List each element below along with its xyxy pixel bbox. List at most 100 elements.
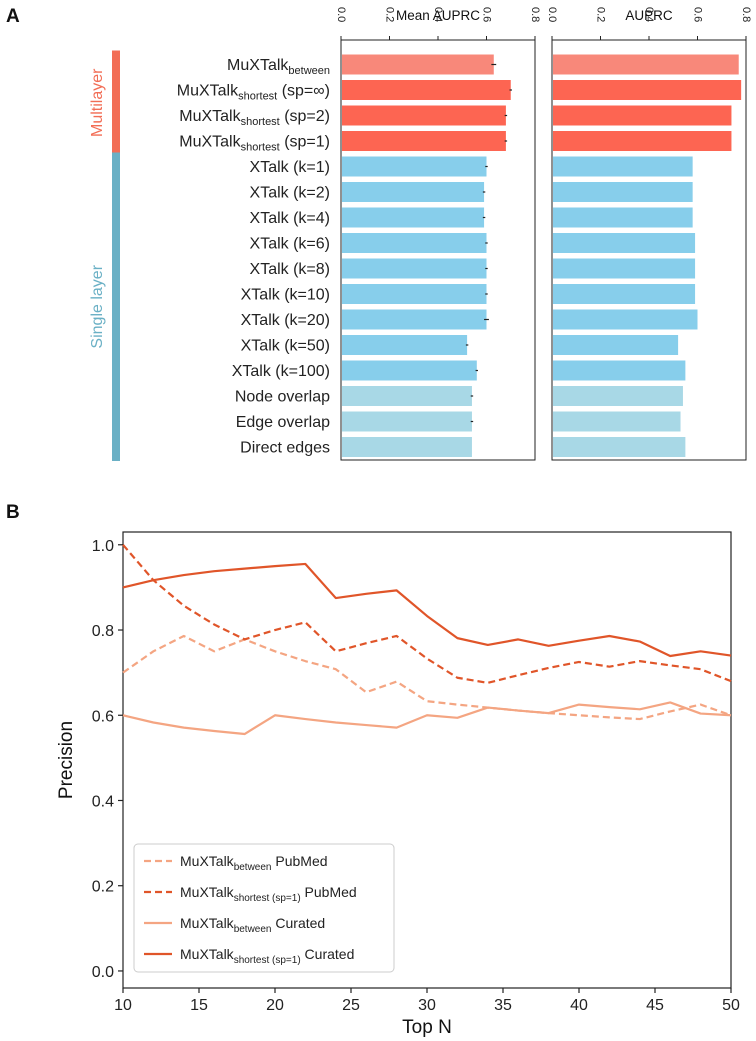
panel-b-label: B [6, 502, 20, 523]
legend-sub: shortest (sp=1) [234, 893, 301, 904]
row-label-main: Node overlap [235, 389, 330, 406]
row-label-suffix: (sp=∞) [277, 83, 330, 100]
x-tick-label: 20 [266, 997, 284, 1014]
bar-12 [342, 360, 477, 381]
bar-15 [342, 437, 472, 457]
group-bracket-0 [112, 50, 120, 155]
tick-label: 0.2 [384, 7, 396, 22]
row-label-3: MuXTalkshortest (sp=1) [179, 134, 330, 154]
row-label-main: MuXTalk [179, 108, 241, 125]
bar-8 [553, 258, 696, 279]
tick-label: 0.8 [529, 7, 541, 22]
legend-suffix: Curated [301, 946, 355, 962]
bar-1 [553, 80, 742, 100]
tick-label: 0.6 [481, 7, 493, 22]
x-tick-label: 35 [494, 997, 512, 1014]
bar-13 [342, 386, 472, 406]
bar-4 [553, 156, 693, 177]
bar-6 [342, 207, 485, 228]
row-label-main: Edge overlap [236, 414, 330, 431]
legend-sub: between [234, 924, 272, 935]
bar-6 [553, 207, 693, 228]
legend-suffix: Curated [272, 915, 326, 931]
bar-9 [553, 284, 696, 304]
legend-suffix: PubMed [272, 853, 328, 869]
tick-label: 0.6 [692, 7, 704, 22]
row-label-main: XTalk (k=100) [232, 363, 330, 380]
tick-label: 0.4 [432, 7, 444, 22]
row-label-main: Direct edges [240, 440, 330, 457]
bar-9 [342, 284, 487, 304]
legend-sub: between [234, 862, 272, 873]
row-label-main: XTalk (k=10) [241, 287, 330, 304]
row-label-4: XTalk (k=1) [250, 159, 330, 176]
legend-suffix: PubMed [301, 884, 357, 900]
x-tick-label: 30 [418, 997, 436, 1014]
series-line-0 [122, 634, 732, 721]
row-label-main: MuXTalk [177, 83, 239, 100]
legend-box [133, 843, 395, 973]
bar-2 [553, 105, 732, 126]
bar-5 [342, 182, 485, 202]
row-label-10: XTalk (k=20) [241, 312, 330, 329]
mean-auprc-chart: Mean AUPRC 0.0 0.2 0.4 0.6 0.8 [335, 7, 541, 461]
x-tick-label: 25 [342, 997, 360, 1014]
series-line-3 [122, 562, 732, 658]
bar-2 [342, 105, 506, 126]
bar-4 [342, 156, 487, 177]
bar-13 [553, 386, 683, 406]
row-label-main: XTalk (k=4) [250, 210, 330, 227]
legend-label-3: MuXTalkshortest (sp=1) Curated [180, 946, 354, 966]
row-label-main: MuXTalk [179, 134, 241, 151]
y-tick-label: 0.2 [92, 879, 114, 896]
legend-label-1: MuXTalkshortest (sp=1) PubMed [180, 884, 357, 904]
row-label-0: MuXTalkbetween [227, 57, 330, 77]
row-label-2: MuXTalkshortest (sp=2) [179, 108, 330, 128]
row-label-5: XTalk (k=2) [250, 185, 330, 202]
x-tick-label: 50 [722, 997, 740, 1014]
bar-3 [553, 131, 732, 151]
row-label-main: XTalk (k=8) [250, 261, 330, 278]
precision-line-chart: 10 15 20 25 30 35 40 45 50 0.0 0.2 0.4 0.6 0.8 1.0 Top … [56, 531, 740, 1038]
row-label-suffix: (sp=1) [280, 134, 330, 151]
row-label-1: MuXTalkshortest (sp=∞) [177, 83, 330, 103]
row-label-suffix: (sp=2) [280, 108, 330, 125]
row-label-12: XTalk (k=100) [232, 363, 330, 380]
bar-10 [553, 309, 698, 330]
series-line-2 [122, 701, 732, 736]
row-label-main: XTalk (k=6) [250, 236, 330, 253]
x-tick-label: 10 [114, 997, 132, 1014]
x-tick-label: 45 [646, 997, 664, 1014]
tick-label: 0.8 [740, 7, 752, 22]
bar-1 [342, 80, 511, 100]
y-tick-label: 1.0 [92, 538, 114, 555]
row-label-sub: shortest [241, 116, 280, 128]
panel-a-label: A [6, 6, 20, 27]
bar-15 [553, 437, 686, 457]
bar-14 [553, 411, 681, 432]
tick-label: 0.2 [595, 7, 607, 22]
bar-0 [553, 54, 739, 75]
bar-0 [342, 54, 494, 75]
group-label-0: Multilayer [89, 68, 106, 137]
y-tick-label: 0.0 [92, 964, 114, 981]
row-label-6: XTalk (k=4) [250, 210, 330, 227]
legend-label-0: MuXTalkbetween PubMed [180, 853, 328, 873]
legend-label-2: MuXTalkbetween Curated [180, 915, 325, 935]
row-label-sub: shortest [241, 142, 280, 154]
row-label-7: XTalk (k=6) [250, 236, 330, 253]
bar-12 [553, 360, 686, 381]
group-bracket-1 [112, 152, 120, 461]
row-label-main: XTalk (k=20) [241, 312, 330, 329]
tick-label: 0.0 [546, 7, 558, 22]
tick-label: 0.4 [643, 7, 655, 22]
bar-3 [342, 131, 506, 151]
bar-5 [553, 182, 693, 202]
y-tick-label: 0.4 [92, 793, 114, 810]
y-tick-label: 0.8 [92, 623, 114, 640]
auprc-chart: AUPRC 0.0 0.2 0.4 0.6 0.8 [546, 7, 752, 461]
row-label-8: XTalk (k=8) [250, 261, 330, 278]
group-label-1: Single layer [89, 264, 106, 348]
